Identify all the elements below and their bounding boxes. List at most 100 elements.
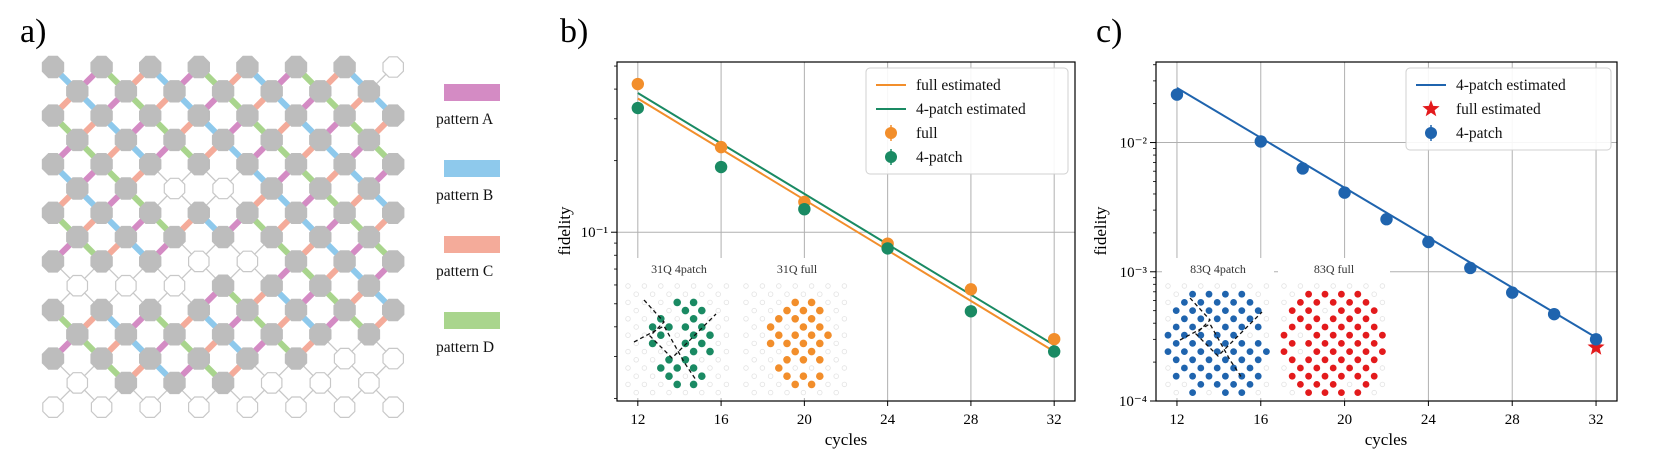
inset-grid-dot <box>1181 283 1188 289</box>
inset-grid-dot <box>833 291 839 297</box>
inset-qubit <box>1379 331 1386 339</box>
qubit <box>333 104 356 127</box>
inset-qubit <box>807 347 816 356</box>
inset-grid-dot <box>649 291 656 297</box>
inset-qubit <box>783 356 791 364</box>
qubit <box>90 201 113 224</box>
legend-point-marker <box>885 127 897 139</box>
qubit <box>309 128 332 152</box>
inset-grid-dot <box>1198 283 1204 289</box>
inset-qubit <box>799 339 808 348</box>
inset-qubit <box>1280 348 1288 355</box>
y-tick-label: 10⁻¹ <box>581 225 608 241</box>
data-point <box>1380 213 1393 226</box>
inset-grid-dot <box>1281 365 1287 371</box>
qubit <box>236 104 259 127</box>
inset-grid-dot <box>825 316 831 322</box>
qubit <box>309 225 332 249</box>
inset-qubit <box>1346 364 1353 372</box>
inset-grid-dot <box>633 373 639 379</box>
inset-qubit <box>1346 331 1353 339</box>
qubit <box>309 80 332 103</box>
inset-label: 31Q full <box>777 262 818 276</box>
qubit <box>163 274 186 297</box>
legend-label: 4-patch estimated <box>916 101 1026 118</box>
inset-grid-dot <box>1165 381 1171 388</box>
inset-qubit <box>1172 356 1180 364</box>
inset-qubit <box>689 347 698 356</box>
inset-grid-dot <box>633 357 639 363</box>
inset-qubit <box>799 323 808 331</box>
inset-qubit <box>1338 389 1345 396</box>
qubit <box>163 371 186 395</box>
qubit <box>187 153 210 176</box>
inset-grid-dot <box>1297 348 1304 355</box>
qubit <box>66 274 89 297</box>
inset-qubit <box>791 315 799 323</box>
inset-grid-dot <box>759 299 766 306</box>
inset-grid-dot <box>658 283 664 289</box>
qubit <box>42 396 64 418</box>
y-tick-label: 10⁻³ <box>1120 265 1148 281</box>
inset-grid-dot <box>658 348 664 355</box>
qubit <box>309 372 332 394</box>
inset-qubit <box>1354 372 1362 380</box>
inset-qubit <box>1313 315 1321 323</box>
pattern-d-label: pattern D <box>436 339 494 356</box>
qubit <box>114 80 138 103</box>
inset-grid-dot <box>715 340 721 347</box>
qubit <box>309 177 332 200</box>
inset-grid-dot <box>825 381 831 388</box>
qubit <box>260 274 283 297</box>
inset-grid-dot <box>715 357 721 363</box>
inset-qubit <box>1362 315 1370 323</box>
inset-grid-dot <box>1314 283 1320 289</box>
inset-grid-dot <box>641 381 648 388</box>
inset-qubit <box>1213 299 1221 306</box>
inset-qubit <box>1305 307 1312 314</box>
inset-qubit <box>1246 381 1254 388</box>
inset-qubit <box>1354 389 1362 396</box>
inset-qubit <box>791 347 799 356</box>
qubit <box>309 274 332 297</box>
inset-qubit <box>816 356 824 364</box>
inset-grid-dot <box>1165 365 1171 371</box>
qubit <box>285 396 307 418</box>
qubit <box>211 225 235 249</box>
inset-grid-dot <box>751 307 757 314</box>
inset-grid-dot <box>658 381 664 388</box>
inset-grid-dot <box>817 389 823 396</box>
qubit <box>41 298 65 322</box>
inset-qubit <box>1370 356 1378 364</box>
data-point <box>881 242 894 255</box>
inset-grid-dot <box>1173 389 1179 396</box>
inset-grid-dot <box>1206 389 1212 396</box>
inset-qubit <box>1346 315 1353 323</box>
inset-grid-dot <box>751 389 757 396</box>
inset-grid-dot <box>743 316 749 322</box>
inset-grid-dot <box>743 381 749 388</box>
qubit <box>212 177 234 200</box>
inset-grid-dot <box>767 357 774 363</box>
pattern-d-swatch <box>444 312 500 329</box>
inset-grid-dot <box>641 348 648 355</box>
qubit <box>357 177 381 200</box>
qubit <box>187 104 210 127</box>
inset-grid-dot <box>649 389 656 396</box>
chart-c-series <box>1170 86 1605 355</box>
qubit <box>66 372 89 394</box>
inset-grid-dot <box>784 291 790 297</box>
inset: 31Q 4patch <box>622 258 736 398</box>
inset-qubit <box>1238 356 1246 364</box>
inset-qubit <box>1305 323 1312 331</box>
inset-qubit <box>775 331 783 340</box>
x-tick-label: 20 <box>1337 412 1352 428</box>
data-point <box>1464 261 1477 275</box>
inset-qubit <box>1181 315 1188 323</box>
data-point <box>1047 345 1061 358</box>
inset-grid-dot <box>792 365 798 371</box>
qubit <box>284 298 308 322</box>
inset-qubit <box>766 323 775 331</box>
inset-grid-dot <box>1255 291 1261 297</box>
inset-qubit <box>1288 323 1296 331</box>
